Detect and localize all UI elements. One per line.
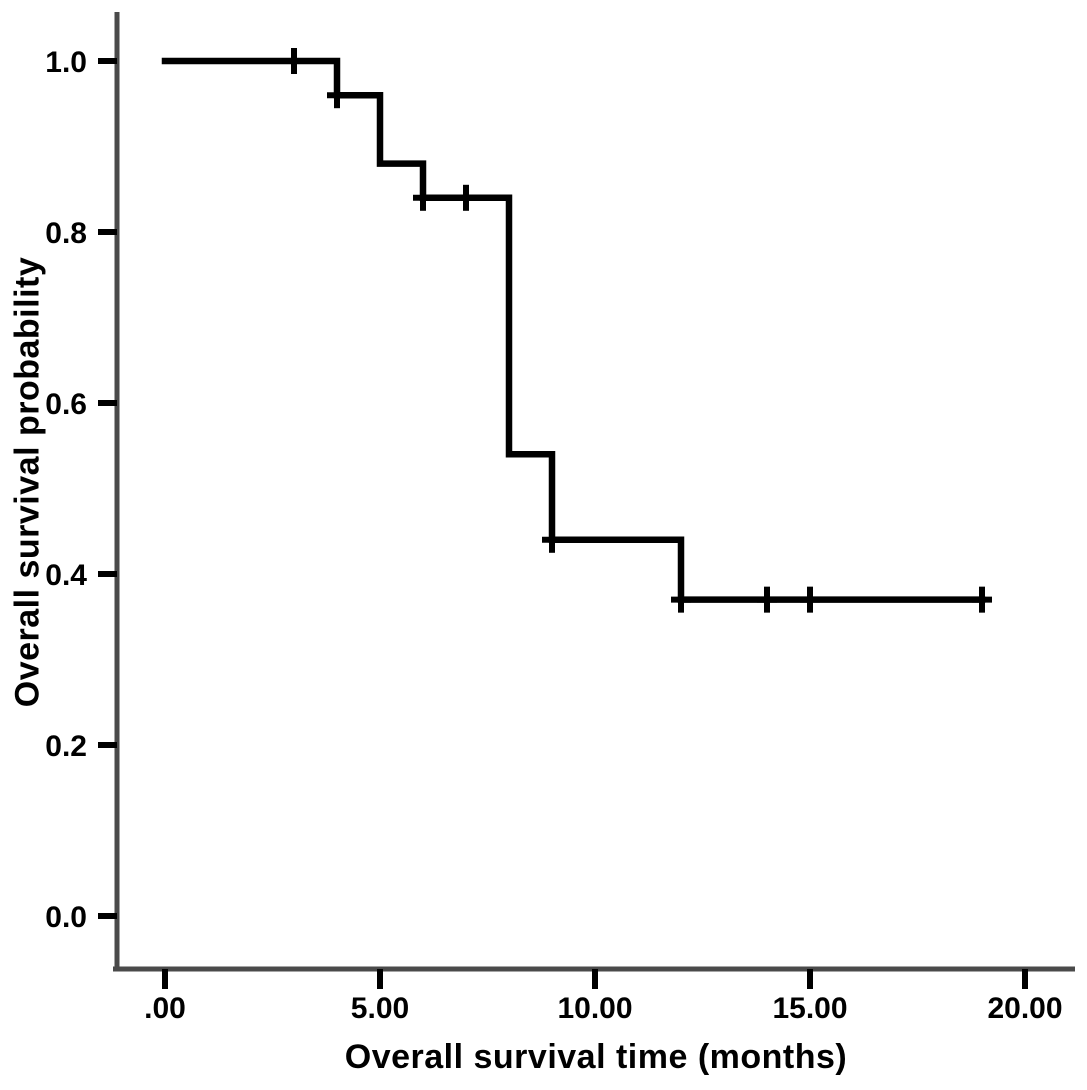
x-axis-title: Overall survival time (months) bbox=[344, 1038, 848, 1076]
survival-curve bbox=[161, 57, 986, 603]
y-tick-label: 0.6 bbox=[45, 388, 87, 421]
x-axis-ticks: .00 5.00 10.00 15.00 20.00 bbox=[144, 969, 1063, 1025]
x-tick-label: 5.00 bbox=[351, 992, 409, 1025]
x-tick-label: 10.00 bbox=[557, 992, 632, 1025]
y-axis-title: Overall survival probability bbox=[8, 256, 47, 708]
y-axis-ticks: 0.0 0.2 0.4 0.6 0.8 1.0 bbox=[45, 46, 117, 934]
x-tick-label: 20.00 bbox=[987, 992, 1062, 1025]
censor-marks bbox=[284, 48, 992, 613]
y-tick-label: 0.4 bbox=[45, 559, 87, 592]
axes bbox=[113, 12, 1075, 972]
y-tick-label: 0.0 bbox=[45, 901, 87, 934]
y-tick-label: 1.0 bbox=[45, 46, 87, 79]
y-tick-label: 0.2 bbox=[45, 730, 87, 763]
x-tick-label: 15.00 bbox=[772, 992, 847, 1025]
y-tick-label: 0.8 bbox=[45, 217, 87, 250]
x-tick-label: .00 bbox=[144, 992, 186, 1025]
